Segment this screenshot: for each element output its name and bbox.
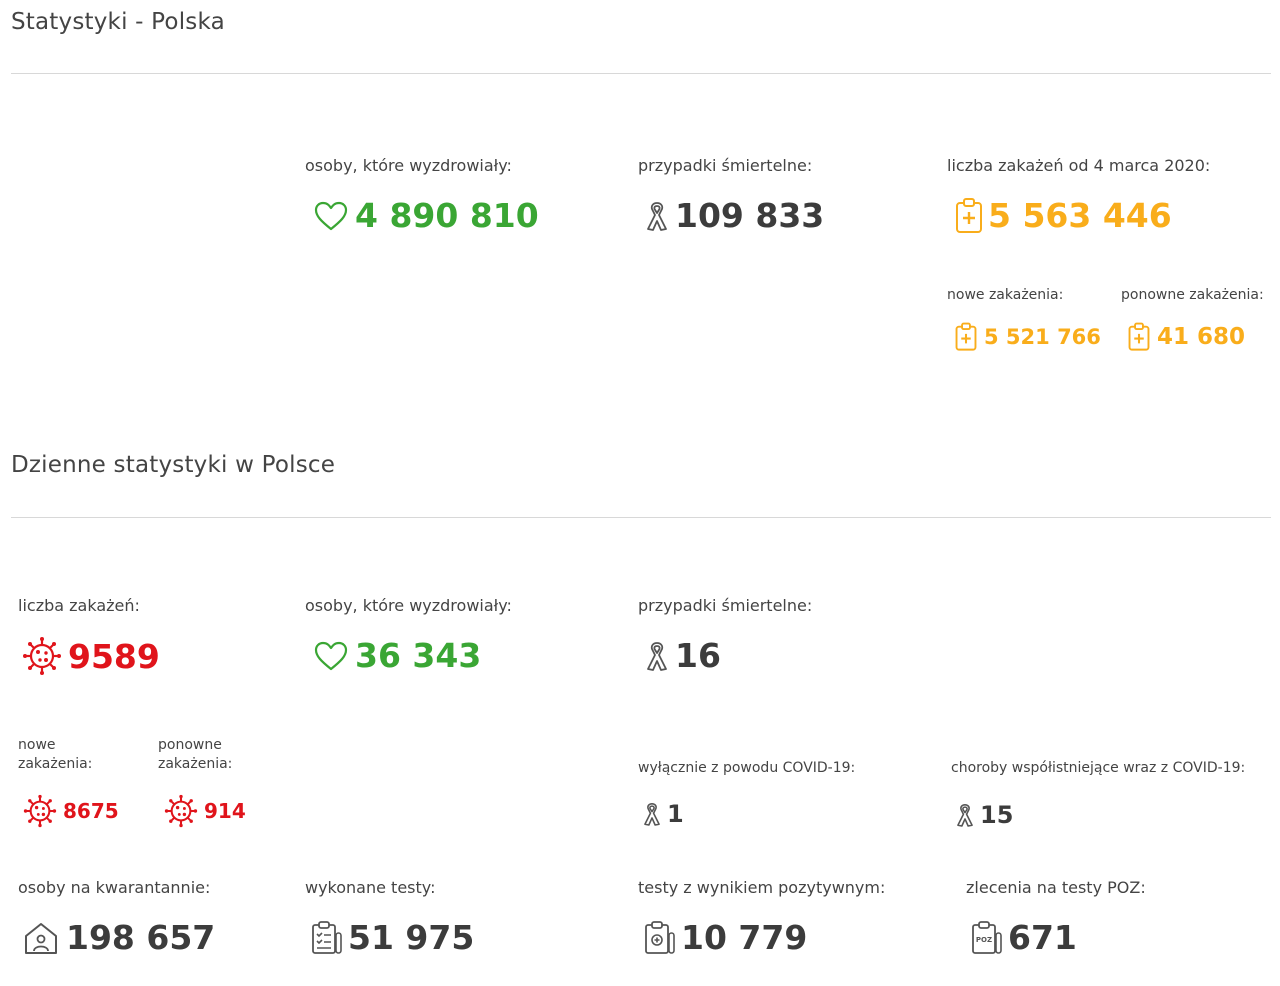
deaths-value: 109 833 (675, 196, 825, 235)
infections-value: 5 563 446 (988, 196, 1172, 235)
heart-icon (313, 640, 349, 672)
virus-icon (164, 794, 198, 828)
covid-only-label: wyłącznie z powodu COVID-19: (638, 760, 856, 776)
recovered-value: 4 890 810 (355, 196, 539, 235)
daily-deaths-stat: 16 (643, 636, 721, 675)
new-infections-label: nowe zakażenia: (947, 287, 1064, 303)
daily-recovered-stat: 36 343 (313, 636, 481, 675)
new-infections-stat: 5 521 766 (954, 322, 1101, 352)
daily-deaths-label: przypadki śmiertelne: (638, 596, 813, 615)
infections-stat: 5 563 446 (954, 196, 1172, 235)
daily-infections-value: 9589 (68, 636, 160, 676)
positive-tests-value: 10 779 (681, 918, 808, 957)
comorbid-label: choroby współistniejące wraz z COVID-19: (951, 760, 1246, 776)
re-infections-stat: 41 680 (1127, 322, 1245, 352)
recovered-stat: 4 890 810 (313, 196, 539, 235)
tests-stat: 51 975 (310, 918, 474, 957)
test-tube-icon (643, 919, 677, 957)
daily-re-infections-stat: 914 (164, 794, 246, 828)
ribbon-icon (643, 199, 671, 233)
quarantine-value: 198 657 (66, 918, 216, 957)
deaths-stat: 109 833 (643, 196, 824, 235)
daily-recovered-value: 36 343 (355, 636, 482, 675)
clipboard-medical-icon (954, 197, 984, 235)
re-infections-label: ponowne zakażenia: (1121, 287, 1264, 303)
poz-orders-label: zlecenia na testy POZ: (966, 878, 1146, 897)
daily-recovered-label: osoby, które wyzdrowiały: (305, 596, 512, 615)
daily-re-infections-label: ponowne zakażenia: (158, 737, 233, 772)
poz-icon-text: POZ (976, 936, 992, 944)
tests-label: wykonane testy: (305, 878, 436, 897)
daily-deaths-value: 16 (675, 636, 721, 675)
comorbid-stat: 15 (954, 801, 1013, 829)
clipboard-medical-icon (1127, 322, 1151, 352)
section-title-daily: Dzienne statystyki w Polsce (11, 452, 336, 478)
tests-value: 51 975 (348, 918, 475, 957)
ribbon-icon (954, 801, 976, 829)
virus-icon (22, 636, 62, 676)
ribbon-icon (643, 639, 671, 673)
daily-new-infections-label: nowe zakażenia: (18, 737, 93, 772)
daily-re-infections-value: 914 (204, 799, 246, 823)
quarantine-label: osoby na kwarantannie: (18, 878, 211, 897)
section-title-poland: Statystyki - Polska (11, 9, 225, 35)
comorbid-value: 15 (980, 801, 1014, 829)
covid-only-value: 1 (667, 800, 684, 828)
poz-orders-stat: POZ 671 (970, 918, 1077, 957)
new-infections-value: 5 521 766 (984, 325, 1101, 349)
daily-new-infections-value: 8675 (63, 799, 119, 823)
daily-infections-stat: 9589 (22, 636, 160, 676)
poz-icon: POZ (970, 919, 1004, 957)
ribbon-icon (641, 800, 663, 828)
test-clipboard-icon (310, 919, 344, 957)
infections-label: liczba zakażeń od 4 marca 2020: (947, 156, 1211, 175)
covid-only-stat: 1 (641, 800, 684, 828)
house-icon (22, 920, 60, 956)
positive-tests-label: testy z wynikiem pozytywnym: (638, 878, 886, 897)
poz-orders-value: 671 (1008, 918, 1077, 957)
heart-icon (313, 200, 349, 232)
re-infections-value: 41 680 (1157, 324, 1246, 350)
deaths-label: przypadki śmiertelne: (638, 156, 813, 175)
virus-icon (23, 794, 57, 828)
daily-new-infections-stat: 8675 (23, 794, 119, 828)
daily-infections-label: liczba zakażeń: (18, 596, 140, 615)
quarantine-stat: 198 657 (22, 918, 215, 957)
divider (11, 73, 1271, 74)
divider (11, 517, 1271, 518)
clipboard-medical-icon (954, 322, 978, 352)
recovered-label: osoby, które wyzdrowiały: (305, 156, 512, 175)
positive-tests-stat: 10 779 (643, 918, 807, 957)
